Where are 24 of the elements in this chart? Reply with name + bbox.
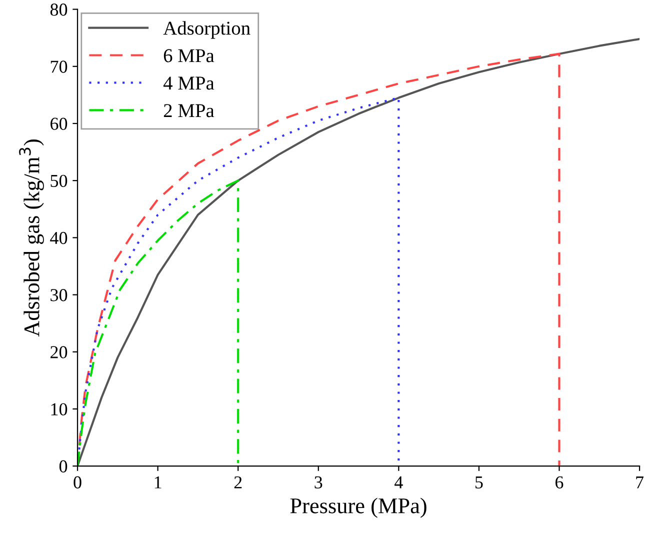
x-tick-label: 4 [394, 476, 403, 488]
y-axis-title: Adsrobed gas (kg/m$^{3}$) [19, 140, 44, 337]
x-tick-label: 7 [636, 476, 644, 488]
x-tick-label: 5 [476, 476, 483, 488]
x-tick-label: 2 [234, 476, 242, 488]
y-tick-label: 30 [50, 289, 68, 302]
legend-label: Adsorption [163, 21, 250, 39]
legend-label: 6 MPa [164, 49, 214, 62]
y-tick-label: 20 [50, 346, 68, 358]
y-tick-label: 50 [50, 174, 68, 188]
y-tick-label: 70 [50, 60, 68, 73]
x-tick-label: 6 [556, 476, 564, 488]
x-tick-label: 1 [154, 476, 162, 488]
y-tick-label: 80 [50, 4, 68, 16]
x-tick-label: 3 [314, 476, 322, 488]
x-axis-title: Pressure (MPa) [290, 498, 426, 518]
legend-label: 4 MPa [163, 76, 214, 90]
y-tick-label: 60 [50, 118, 68, 130]
legend-label: 2 MPa [164, 104, 214, 118]
line-series [78, 180, 240, 466]
y-tick-label: 40 [50, 232, 68, 244]
y-tick-label: 10 [51, 403, 68, 416]
y-tick-label: 0 [59, 460, 68, 472]
x-tick-label: 0 [74, 476, 82, 488]
